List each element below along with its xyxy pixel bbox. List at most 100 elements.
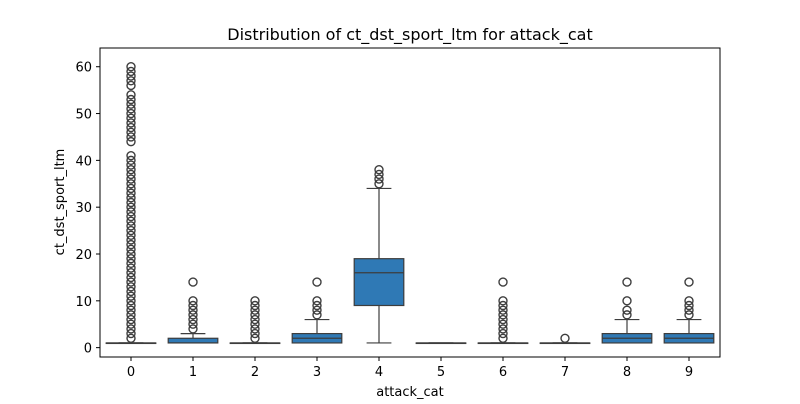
box-1 xyxy=(167,277,219,344)
outlier-point xyxy=(188,305,198,315)
outlier-point xyxy=(126,239,136,250)
outlier-point xyxy=(126,286,136,297)
outlier-point xyxy=(188,319,198,329)
x-tick-label: 9 xyxy=(685,365,693,380)
outlier-point xyxy=(126,249,136,259)
x-tick-label: 4 xyxy=(375,365,383,380)
outlier-point xyxy=(684,305,694,315)
outlier-point xyxy=(126,202,136,212)
x-tick-label: 3 xyxy=(313,365,321,380)
outlier-point xyxy=(374,179,384,189)
outlier-point xyxy=(126,263,136,273)
outlier-point xyxy=(374,165,384,175)
box-iqr xyxy=(167,337,219,344)
y-tick-label: 10 xyxy=(75,295,92,310)
outlier-point xyxy=(126,305,136,315)
y-tick-label: 20 xyxy=(75,248,92,263)
outlier-point xyxy=(126,90,136,100)
outlier-point xyxy=(498,296,508,306)
box-7 xyxy=(539,333,591,345)
outlier-point xyxy=(312,300,322,311)
outlier-point xyxy=(498,305,508,315)
outlier-point xyxy=(126,230,136,240)
outlier-point xyxy=(126,127,136,137)
outlier-point xyxy=(126,197,136,208)
outlier-point xyxy=(126,216,136,226)
y-tick-label: 40 xyxy=(75,154,92,169)
plot-frame xyxy=(99,47,721,358)
outlier-point xyxy=(126,235,136,245)
outlier-point xyxy=(126,150,136,161)
boxes-layer xyxy=(105,62,715,345)
outlier-point xyxy=(126,207,136,217)
outlier-point xyxy=(126,225,136,236)
outlier-point xyxy=(126,244,136,255)
outlier-point xyxy=(126,76,136,86)
y-axis: 0 10 20 30 40 50 60 xyxy=(75,61,100,357)
outlier-point xyxy=(498,310,508,320)
outlier-point xyxy=(126,66,136,77)
outlier-point xyxy=(126,277,136,287)
outlier-point xyxy=(126,179,136,189)
outlier-point xyxy=(126,99,136,109)
outlier-point xyxy=(188,300,198,311)
outlier-point xyxy=(684,296,694,306)
outlier-point xyxy=(498,277,508,287)
box-iqr xyxy=(353,258,405,307)
x-tick-label: 8 xyxy=(623,365,631,380)
outlier-point xyxy=(126,211,136,222)
outlier-point xyxy=(126,132,136,142)
outlier-point xyxy=(126,268,136,278)
outlier-point xyxy=(498,324,508,334)
y-tick-label: 30 xyxy=(75,201,92,216)
outlier-point xyxy=(374,169,384,180)
outlier-point xyxy=(126,94,136,105)
outlier-point xyxy=(250,310,260,320)
outlier-point xyxy=(126,104,136,114)
outlier-point xyxy=(188,324,198,334)
outlier-point xyxy=(126,71,136,81)
outlier-point xyxy=(126,108,136,119)
outlier-point xyxy=(250,324,260,334)
x-axis-label: attack_cat xyxy=(376,385,444,400)
outlier-point xyxy=(250,300,260,311)
outlier-point xyxy=(250,314,260,325)
outlier-point xyxy=(250,333,260,343)
outlier-point xyxy=(374,174,384,184)
outlier-point xyxy=(126,333,136,343)
y-tick-label: 50 xyxy=(75,108,92,123)
outlier-point xyxy=(126,80,136,91)
outlier-point xyxy=(684,277,694,287)
outlier-point xyxy=(126,291,136,301)
outlier-point xyxy=(684,310,694,320)
outlier-point xyxy=(498,314,508,325)
outlier-point xyxy=(312,310,322,320)
y-axis-label: ct_dst_sport_ltm xyxy=(53,149,68,256)
outlier-point xyxy=(126,324,136,334)
box-6 xyxy=(477,277,529,345)
outlier-point xyxy=(126,314,136,325)
outlier-point xyxy=(126,300,136,311)
outlier-point xyxy=(126,160,136,170)
outlier-point xyxy=(126,118,136,128)
outlier-point xyxy=(126,328,136,339)
outlier-point xyxy=(312,296,322,306)
x-tick-label: 2 xyxy=(251,365,259,380)
outlier-point xyxy=(126,188,136,198)
box-9 xyxy=(663,277,715,344)
y-tick-label: 60 xyxy=(75,61,92,76)
outlier-point xyxy=(126,113,136,123)
outlier-point xyxy=(126,296,136,306)
outlier-point xyxy=(126,221,136,231)
outlier-point xyxy=(250,296,260,306)
outlier-point xyxy=(126,165,136,175)
outlier-point xyxy=(498,300,508,311)
chart-title: Distribution of ct_dst_sport_ltm for att… xyxy=(227,25,592,45)
outlier-point xyxy=(126,319,136,329)
outlier-point xyxy=(684,300,694,311)
outlier-point xyxy=(560,333,570,343)
x-tick-label: 6 xyxy=(499,365,507,380)
outlier-point xyxy=(126,174,136,184)
